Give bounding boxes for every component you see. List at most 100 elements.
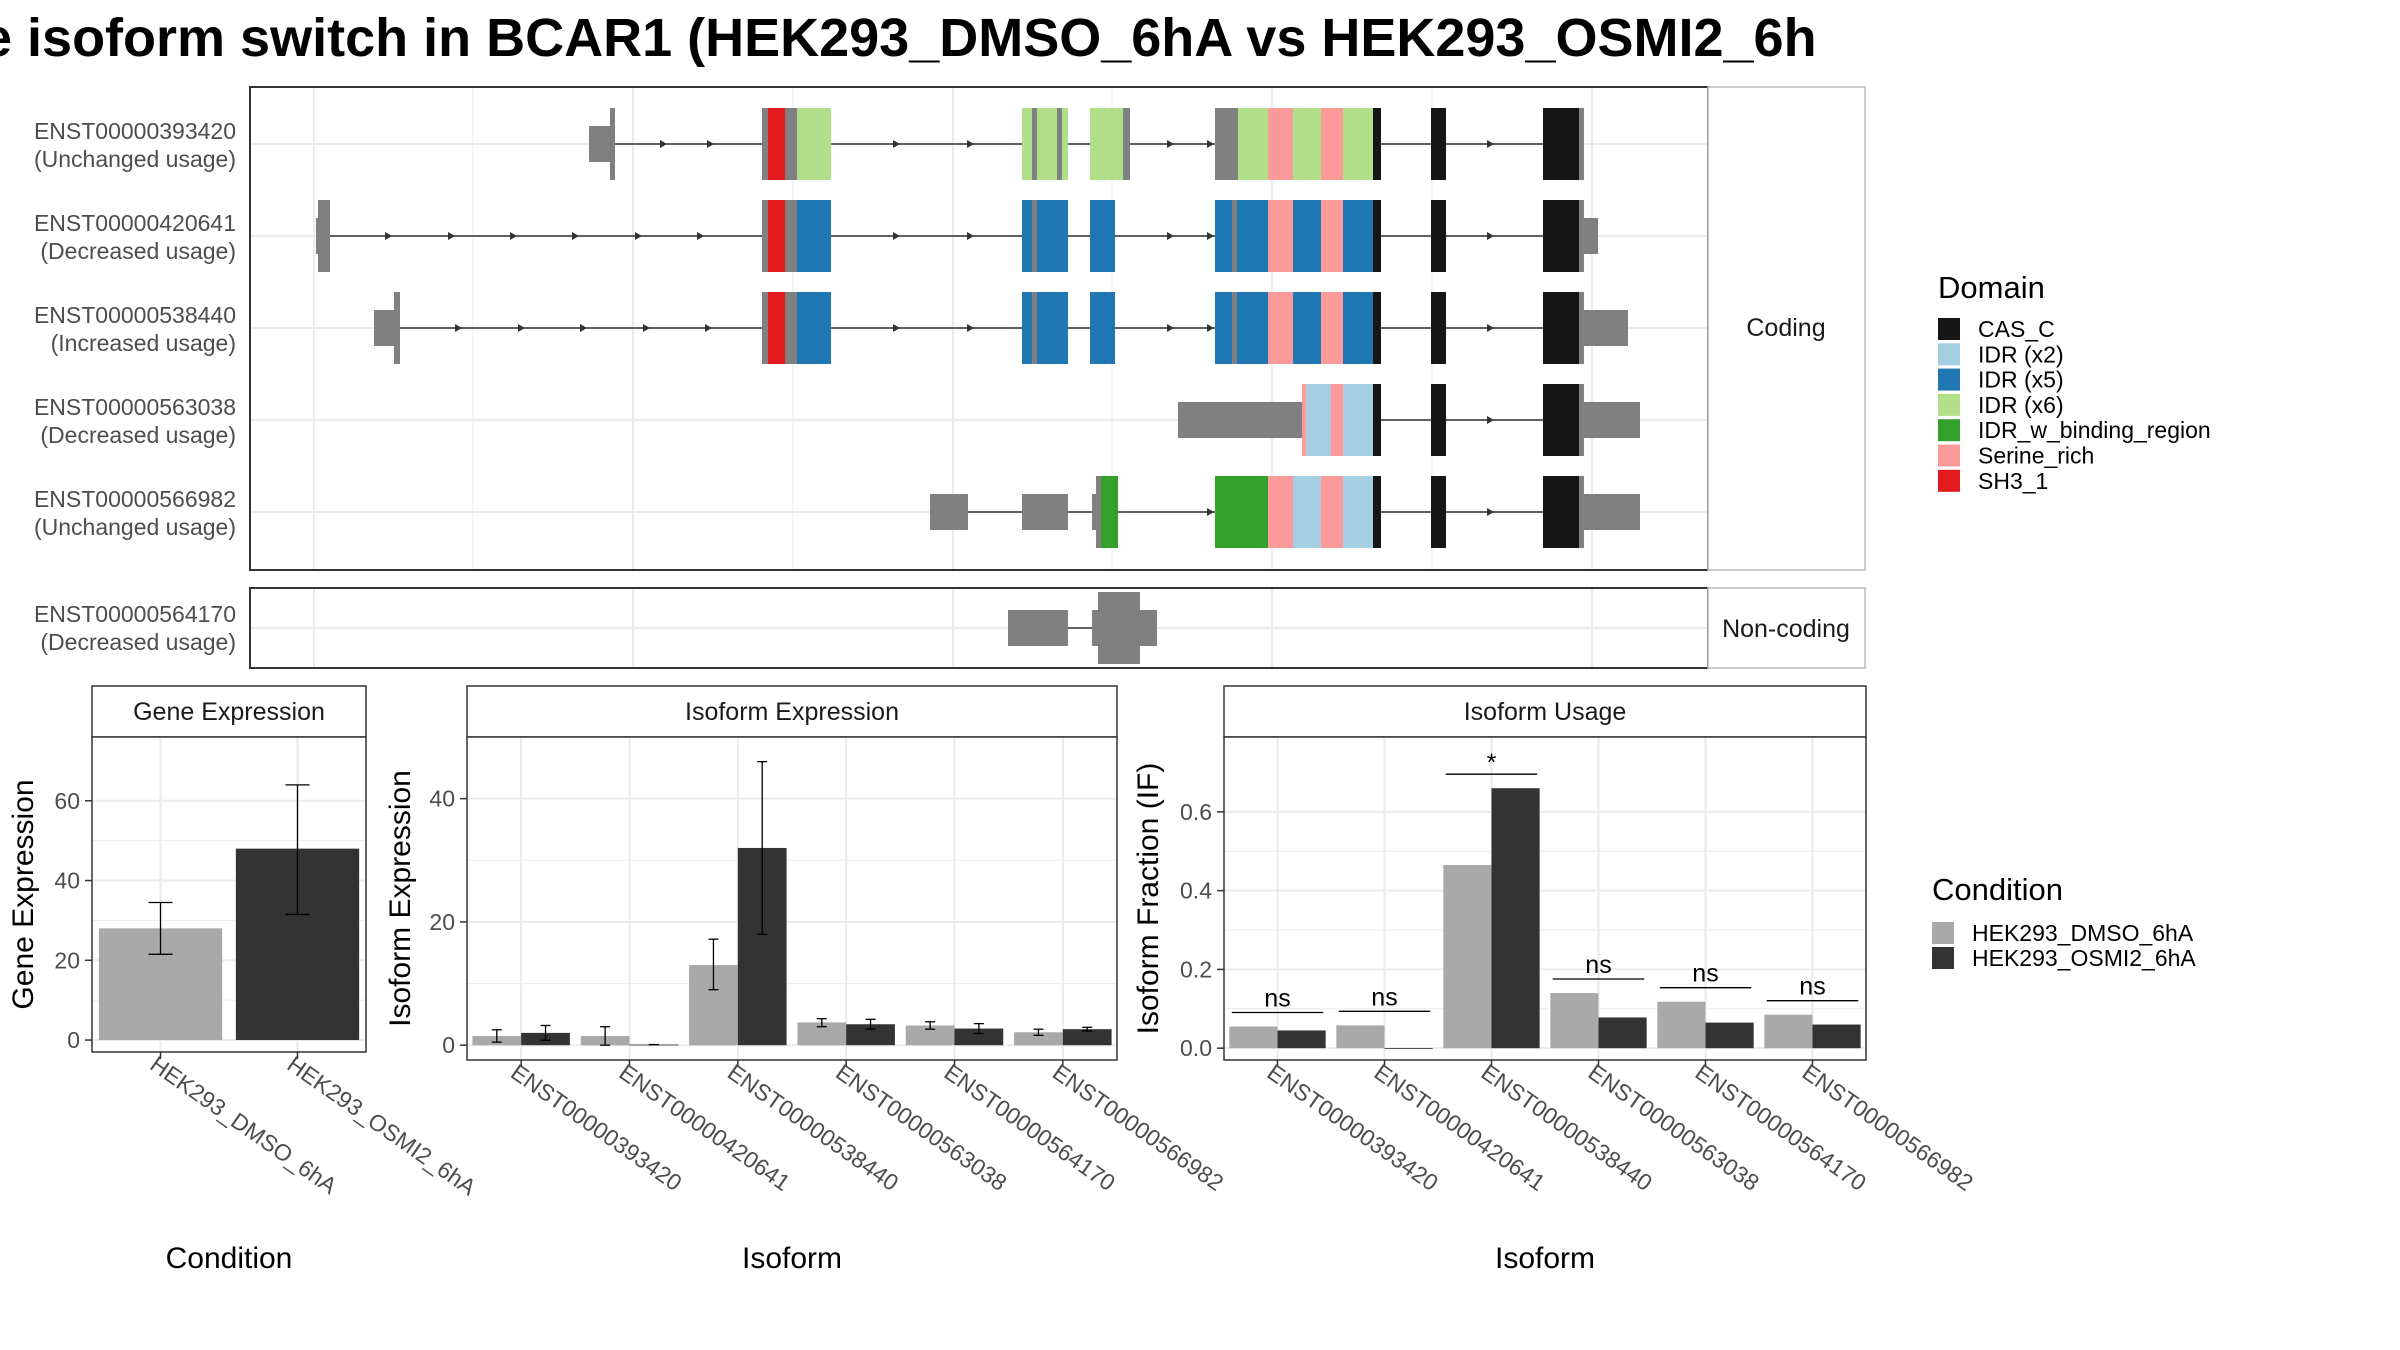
transcript-usage: (Decreased usage): [40, 629, 236, 655]
transcript-usage: (Unchanged usage): [34, 514, 236, 540]
y-axis: 0.0 0.2 0.4 0.6 Isoform Fraction (IF): [1132, 763, 1224, 1061]
domain-idr-x6-block: [1343, 108, 1373, 180]
domain-serine-block: [1321, 292, 1343, 364]
bar: [797, 1022, 847, 1046]
y-tick-label: 20: [429, 909, 455, 935]
utr-block: [1092, 494, 1099, 530]
domain-idr-binding-block: [1215, 476, 1268, 548]
transcript-usage: (Decreased usage): [40, 238, 236, 264]
domain-idr-x5-block: [1090, 292, 1115, 364]
transcript-track-564170: [1008, 592, 1157, 664]
domain-serine-block: [1321, 476, 1343, 548]
bar: [1384, 1048, 1433, 1049]
domain-cas-block: [1431, 476, 1446, 548]
domain-idr-x5-block: [1293, 200, 1321, 272]
domain-serine-block: [1302, 384, 1306, 456]
transcript-id: ENST00000564170: [34, 601, 236, 627]
panel-frame: [91, 736, 367, 1053]
y-axis-title: Gene Expression: [7, 779, 40, 1009]
exon-block: [1579, 476, 1584, 548]
transcript-track-538440: [374, 292, 1628, 364]
legend-key: [1938, 393, 1960, 416]
legend-key: [1938, 419, 1960, 442]
bar: [954, 1028, 1004, 1046]
significance-label: ns: [1585, 951, 1611, 979]
y-tick-label: 0.6: [1180, 799, 1212, 825]
domain-idr-x2-block: [1343, 476, 1373, 548]
plot-area: [1224, 737, 1866, 1060]
exon-block: [762, 200, 768, 272]
exon-block: [1008, 610, 1068, 646]
transcript-track-420641: [316, 200, 1598, 272]
legend-label: Serine_rich: [1978, 443, 2094, 469]
domain-cas-block: [1373, 384, 1381, 456]
domain-idr-x5-block: [1022, 292, 1068, 364]
transcript-track-566982: [930, 476, 1640, 548]
domain-cas-block: [1543, 384, 1579, 456]
transcript-structure-panel: Coding Non-coding ENST00000393420 (Uncha…: [34, 86, 1866, 669]
domain-cas-block: [1431, 384, 1446, 456]
bars: [98, 784, 360, 1041]
chart-panel-2: Isoform Usage ns ns * ns ns ns 0.0 0.2 0.4 0.6 Isof…: [1132, 685, 1978, 1275]
noncoding-strip-label: Non-coding: [1722, 615, 1850, 643]
legend-key: [1938, 368, 1960, 391]
x-axis-title: Isoform: [742, 1242, 842, 1275]
utr-block: [1584, 218, 1598, 254]
significance-label: ns: [1264, 985, 1290, 1013]
exon-block: [1232, 200, 1237, 272]
exon-block: [1123, 108, 1130, 180]
transcript-usage: (Decreased usage): [40, 422, 236, 448]
utr-block: [610, 108, 615, 180]
panel-strip: [466, 685, 1118, 738]
legend-label: IDR (x5): [1978, 367, 2064, 393]
condition-legend-title: Condition: [1932, 872, 2063, 907]
grid: [1224, 737, 1866, 1060]
bar: [1598, 1017, 1647, 1049]
y-tick-label: 60: [54, 788, 80, 814]
transcript-labels: ENST00000393420 (Unchanged usage) ENST00…: [34, 118, 236, 655]
bar: [1764, 1014, 1813, 1049]
utr-block: [318, 200, 330, 272]
exon-block: [1096, 476, 1101, 548]
exon-block: [1579, 292, 1584, 364]
domain-cas-block: [1543, 108, 1579, 180]
y-tick-label: 0: [67, 1027, 80, 1053]
legend-label: IDR (x2): [1978, 341, 2064, 367]
domain-cas-block: [1373, 108, 1381, 180]
domain-idr-x5-block: [797, 292, 831, 364]
y-tick-label: 0.2: [1180, 956, 1212, 982]
x-tick-label: ENST00000538440: [1477, 1059, 1657, 1196]
exon-block: [1215, 108, 1238, 180]
exon-block: [1057, 108, 1062, 180]
domain-sh3-block: [768, 292, 785, 364]
panel-frame: [1223, 736, 1867, 1061]
bar: [1812, 1024, 1861, 1049]
noncoding-strip: [1707, 587, 1866, 669]
y-axis: 0 20 40 60 Gene Expression: [7, 779, 92, 1053]
bar-charts: Gene Expression 0 20 40 60 Gene Expression HEK…: [7, 685, 1978, 1275]
exon-block: [1232, 292, 1237, 364]
bars: ns ns * ns ns ns: [1229, 749, 1861, 1049]
panel-title: Isoform Expression: [685, 698, 899, 726]
panel-title: Gene Expression: [133, 698, 325, 726]
transcript-usage: (Unchanged usage): [34, 146, 236, 172]
coding-strip: [1707, 86, 1866, 571]
x-tick-label: ENST00000393420: [1263, 1059, 1443, 1196]
y-tick-label: 0: [442, 1032, 455, 1058]
utr-block: [589, 126, 611, 162]
transcript-id: ENST00000538440: [34, 302, 236, 328]
domain-idr-x5-block: [1215, 292, 1268, 364]
domain-idr-x5-block: [1343, 200, 1373, 272]
panel-frame: [466, 736, 1118, 1061]
domain-idr-x2-block: [1343, 384, 1373, 456]
domain-idr-x6-block: [1238, 108, 1268, 180]
domain-serine-block: [1268, 292, 1293, 364]
domain-idr-binding-block: [1101, 476, 1118, 548]
x-tick-label: ENST00000420641: [1370, 1059, 1550, 1196]
domain-idr-x5-block: [1215, 200, 1268, 272]
y-tick-label: 0.4: [1180, 878, 1212, 904]
significance-label: ns: [1799, 973, 1825, 1001]
utr-block: [1584, 494, 1640, 530]
